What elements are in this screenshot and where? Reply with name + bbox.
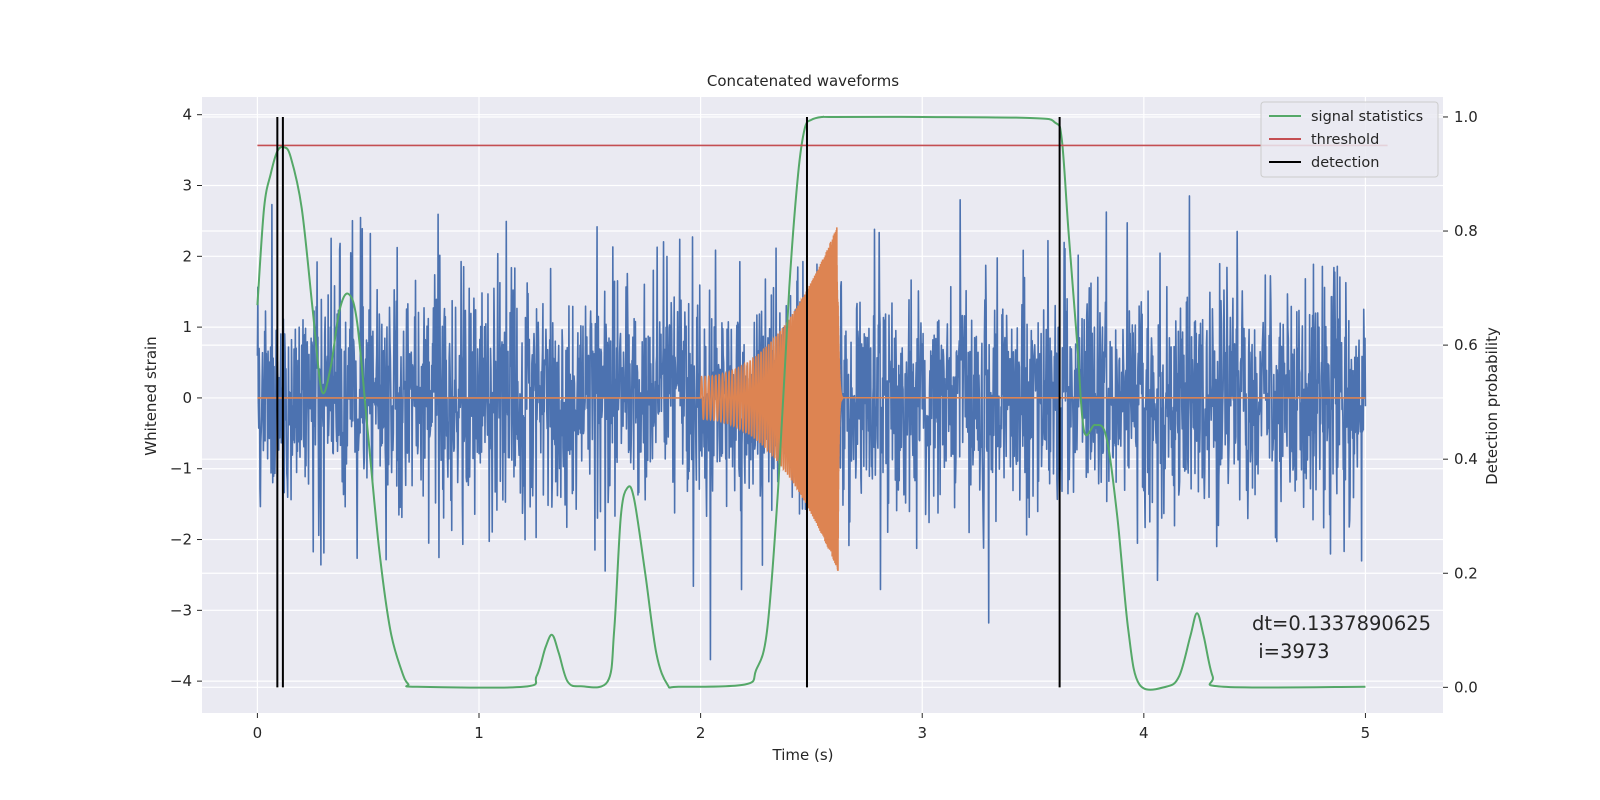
y-axis-label-left: Whitened strain (142, 336, 160, 455)
y-left-tick-label: 3 (182, 177, 192, 195)
legend: signal statistics threshold detection (1260, 101, 1439, 178)
signal-statistics-line (256, 115, 1366, 691)
y-left-tick-label: 0 (182, 389, 192, 407)
detection-series (276, 116, 1061, 688)
y-axis-label-right: Detection probability (1483, 327, 1501, 485)
x-tick-label: 0 (253, 724, 263, 742)
y-left-tick-label: 2 (182, 247, 192, 265)
x-tick-label: 1 (474, 724, 484, 742)
y-left-tick-label: −4 (170, 672, 192, 690)
y-right-tick-label: 1.0 (1454, 108, 1478, 126)
template-line (257, 227, 1366, 571)
x-tick-label: 2 (696, 724, 706, 742)
legend-label: signal statistics (1311, 109, 1423, 125)
chart-title: Concatenated waveforms (707, 72, 899, 90)
y-left-tick-label: 4 (182, 106, 192, 124)
y-left-tick-label: −3 (170, 601, 192, 619)
template-series (257, 227, 1366, 571)
legend-box (1260, 101, 1439, 178)
annotation-dt: dt=0.1337890625 (1252, 612, 1431, 635)
x-axis-label: Time (s) (772, 746, 834, 764)
y-right-tick-label: 0.4 (1454, 450, 1478, 468)
y-right-tick-label: 0.0 (1454, 678, 1478, 696)
legend-label: threshold (1311, 132, 1379, 148)
y-left-tick-label: −2 (170, 531, 192, 549)
x-tick-label: 4 (1139, 724, 1149, 742)
x-tick-label: 3 (917, 724, 927, 742)
y-right-tick-label: 0.8 (1454, 222, 1478, 240)
signal-statistics-series (256, 115, 1366, 691)
legend-label: detection (1311, 155, 1379, 171)
y-left-tick-label: 1 (182, 318, 192, 336)
axes: 0 1 2 3 4 5 −4 −3 −2 −1 0 1 2 3 4 0.0 0.2 0.4 0.6 0.8 1.0 (170, 106, 1478, 742)
annotation-index: i=3973 (1252, 640, 1330, 663)
y-right-tick-label: 0.6 (1454, 336, 1478, 354)
y-left-tick-label: −1 (170, 460, 192, 478)
x-tick-label: 5 (1361, 724, 1371, 742)
y-right-tick-label: 0.2 (1454, 564, 1478, 582)
